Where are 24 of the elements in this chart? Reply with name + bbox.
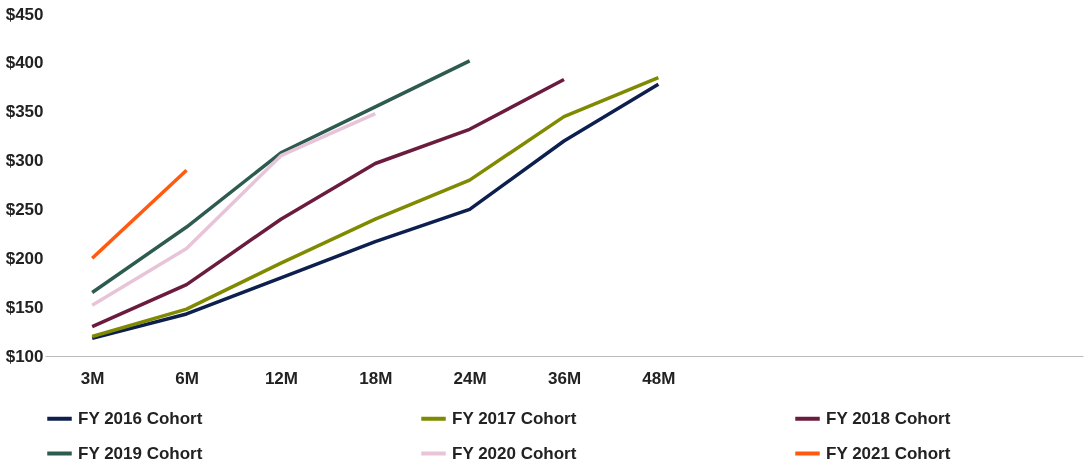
- x-tick-label: 36M: [547, 368, 582, 388]
- x-tick-label: 48M: [642, 368, 676, 388]
- y-tick-label: $100: [5, 346, 44, 366]
- legend-label: FY 2018 Cohort: [826, 408, 951, 428]
- x-tick-label: 6M: [175, 368, 199, 388]
- x-tick-label: 24M: [453, 368, 487, 388]
- line-series: [90, 111, 378, 307]
- y-tick-label: $250: [5, 199, 44, 219]
- legend-label: FY 2016 Cohort: [78, 408, 203, 428]
- y-tick-label: $300: [5, 151, 44, 171]
- x-tick-label: 18M: [359, 368, 393, 388]
- legend-label: FY 2017 Cohort: [452, 408, 577, 428]
- line-series: [90, 59, 472, 295]
- legend-label: FY 2020 Cohort: [452, 443, 577, 463]
- x-tick-label: 3M: [80, 368, 105, 388]
- y-tick-label: $150: [5, 297, 44, 317]
- y-tick-label: $400: [5, 53, 44, 73]
- y-tick-label: $450: [5, 4, 44, 24]
- legend-label: FY 2019 Cohort: [78, 443, 203, 463]
- line-series: [90, 77, 566, 329]
- y-tick-label: $350: [5, 102, 44, 122]
- legend-label: FY 2021 Cohort: [826, 443, 951, 463]
- y-tick-label: $200: [5, 248, 44, 268]
- x-tick-label: 12M: [264, 368, 298, 388]
